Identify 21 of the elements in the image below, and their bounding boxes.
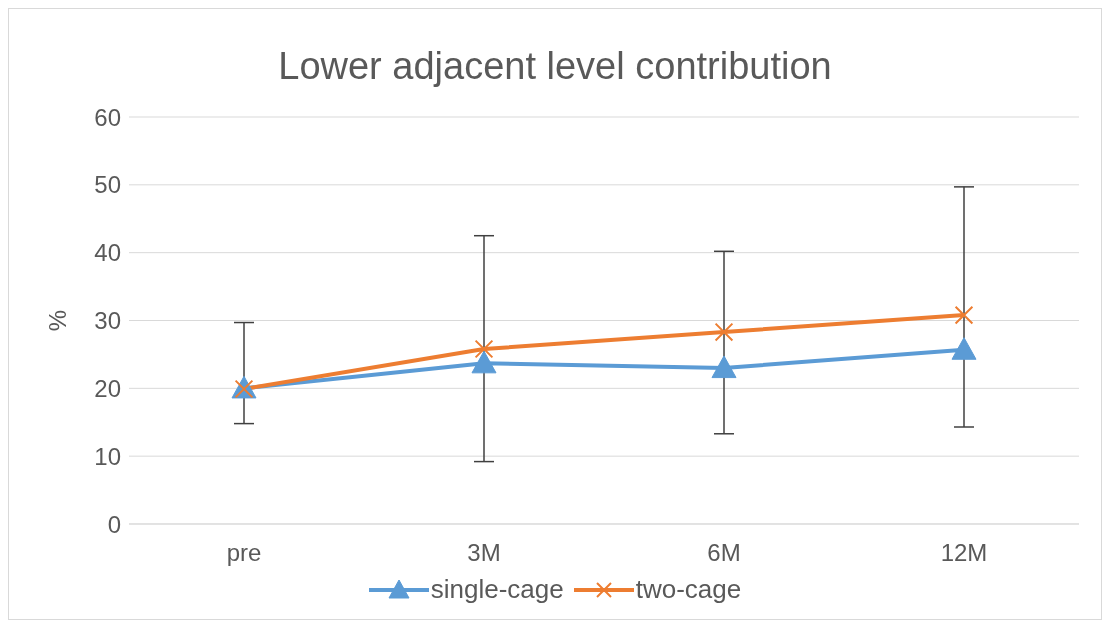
chart-title: Lower adjacent level contribution bbox=[277, 45, 833, 89]
point bbox=[471, 350, 497, 374]
legend-label: two-cage bbox=[635, 574, 742, 605]
y-tick-label: 50 bbox=[94, 171, 121, 199]
y-tick-label: 10 bbox=[94, 442, 121, 470]
y-tick-label: 30 bbox=[94, 307, 121, 335]
x-tick-label: pre bbox=[226, 539, 262, 567]
y-tick-label: 40 bbox=[94, 239, 121, 267]
point bbox=[711, 355, 737, 379]
x-tick-label: 6M bbox=[707, 539, 741, 567]
legend-label: single-cage bbox=[430, 574, 564, 605]
y-axis-title: % bbox=[43, 309, 71, 332]
point bbox=[714, 322, 734, 342]
point bbox=[474, 339, 494, 359]
point bbox=[954, 305, 974, 325]
y-tick-label: 0 bbox=[107, 510, 121, 538]
y-tick-label: 20 bbox=[94, 374, 121, 402]
x-tick-label: 12M bbox=[940, 539, 988, 567]
y-tick-label: 60 bbox=[94, 103, 121, 131]
x-tick-label: 3M bbox=[467, 539, 501, 567]
point bbox=[951, 337, 977, 360]
